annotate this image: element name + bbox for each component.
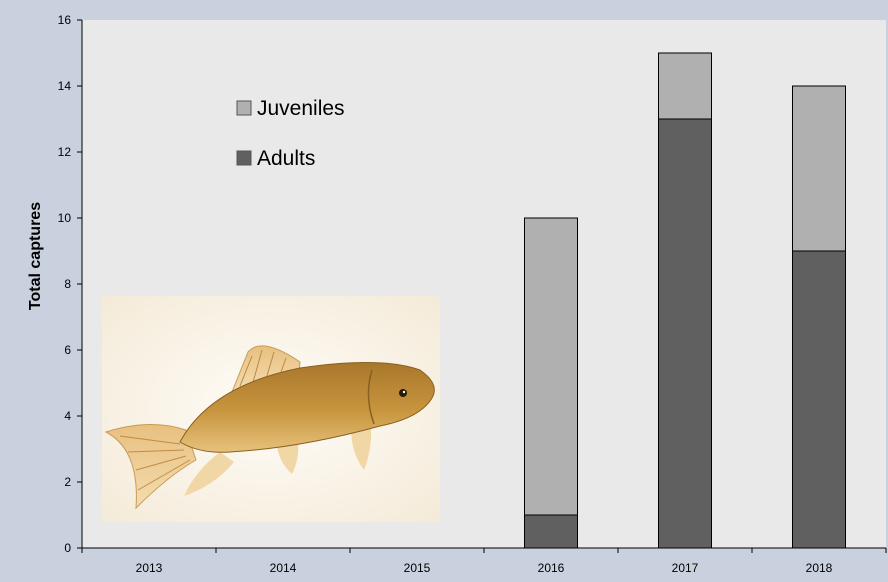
- axes-layer: 0 2 4 6 8 10 12 14 16 2013 2014 2015 2016 2017 2018: [58, 13, 887, 575]
- y-tick-label: 8: [64, 277, 71, 291]
- y-tick-label: 16: [58, 13, 72, 27]
- bar-juveniles-2016: [524, 217, 578, 516]
- y-tick-label: 10: [58, 211, 72, 225]
- bar-adults-2017: [658, 118, 712, 549]
- x-tick-label: 2013: [136, 561, 163, 575]
- bar-juveniles-2018: [792, 85, 846, 252]
- y-tick-label: 4: [64, 409, 71, 423]
- y-tick-label: 14: [58, 79, 72, 93]
- legend-swatch-adults: [236, 150, 252, 166]
- x-tick-label: 2016: [538, 561, 565, 575]
- y-tick-label: 0: [64, 541, 71, 555]
- legend-swatch-juveniles: [236, 100, 252, 116]
- bar-adults-2018: [792, 250, 846, 549]
- x-tick-label: 2017: [672, 561, 699, 575]
- legend-label-juveniles: Juveniles: [257, 97, 345, 120]
- x-tick-label: 2015: [404, 561, 431, 575]
- bars-layer: [524, 52, 846, 549]
- y-tick-label: 12: [58, 145, 72, 159]
- y-axis-title: Total captures: [27, 202, 44, 310]
- y-tick-label: 2: [64, 475, 71, 489]
- legend: Juveniles Adults: [236, 97, 345, 170]
- x-tick-label: 2014: [270, 561, 297, 575]
- legend-label-adults: Adults: [257, 147, 315, 170]
- fish-photo: [102, 296, 440, 522]
- bar-adults-2016: [524, 514, 578, 549]
- bar-juveniles-2017: [658, 52, 712, 120]
- x-tick-label: 2018: [806, 561, 833, 575]
- y-tick-label: 6: [64, 343, 71, 357]
